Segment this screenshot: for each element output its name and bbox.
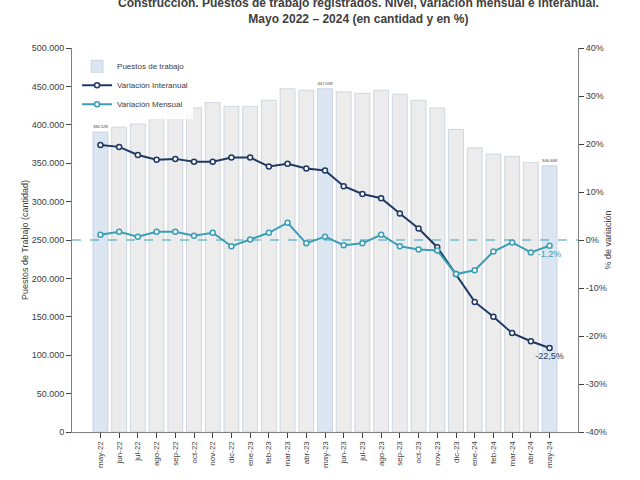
svg-text:jun-22: jun-22 (115, 441, 124, 465)
svg-text:Variación Interanual: Variación Interanual (117, 81, 188, 90)
svg-text:Construcción. Puestos de traba: Construcción. Puestos de trabajo registr… (118, 0, 599, 26)
svg-text:447.038: 447.038 (318, 81, 334, 86)
svg-text:30%: 30% (586, 91, 604, 101)
svg-text:-22,5%: -22,5% (535, 351, 564, 361)
svg-text:40%: 40% (586, 43, 604, 53)
svg-text:sep-22: sep-22 (171, 441, 180, 466)
svg-text:may-24: may-24 (545, 441, 554, 468)
svg-text:may-23: may-23 (321, 441, 330, 468)
svg-text:350.000: 350.000 (32, 158, 65, 168)
svg-text:mar-23: mar-23 (283, 441, 292, 467)
svg-text:-10%: -10% (586, 283, 607, 293)
svg-text:dic-23: dic-23 (452, 441, 461, 463)
svg-text:may-22: may-22 (96, 441, 105, 468)
svg-text:-20%: -20% (586, 331, 607, 341)
svg-text:% de variación: % de variación (603, 210, 613, 269)
svg-text:ene-24: ene-24 (470, 441, 479, 466)
svg-text:Variación Mensual: Variación Mensual (117, 100, 182, 109)
svg-text:feb-23: feb-23 (264, 441, 273, 464)
svg-text:0%: 0% (586, 235, 599, 245)
svg-text:abr-24: abr-24 (526, 441, 535, 465)
svg-text:oct-23: oct-23 (414, 441, 423, 464)
svg-text:mar-24: mar-24 (508, 441, 517, 467)
svg-text:346.668: 346.668 (542, 158, 558, 163)
svg-text:450.000: 450.000 (32, 82, 65, 92)
svg-text:ago-22: ago-22 (152, 441, 161, 466)
svg-text:-1,2%: -1,2% (538, 249, 562, 259)
svg-text:50.000: 50.000 (37, 389, 65, 399)
svg-text:200.000: 200.000 (32, 274, 65, 284)
svg-text:10%: 10% (586, 187, 604, 197)
svg-text:Puestos de Trabajo (cantidad): Puestos de Trabajo (cantidad) (20, 180, 30, 300)
svg-text:20%: 20% (586, 139, 604, 149)
svg-text:100.000: 100.000 (32, 350, 65, 360)
svg-text:500.000: 500.000 (32, 43, 65, 53)
svg-text:nov-23: nov-23 (433, 441, 442, 466)
svg-text:400.000: 400.000 (32, 120, 65, 130)
svg-text:250.000: 250.000 (32, 235, 65, 245)
svg-text:150.000: 150.000 (32, 312, 65, 322)
svg-text:-30%: -30% (586, 379, 607, 389)
svg-text:oct-22: oct-22 (190, 441, 199, 464)
svg-text:390.528: 390.528 (93, 124, 109, 129)
svg-text:jun-23: jun-23 (339, 441, 348, 465)
svg-text:jul-22: jul-22 (133, 441, 142, 462)
svg-text:Puestos de trabajo: Puestos de trabajo (117, 62, 184, 71)
svg-text:abr-23: abr-23 (302, 441, 311, 465)
svg-text:ene-23: ene-23 (246, 441, 255, 466)
svg-text:jul-23: jul-23 (358, 441, 367, 462)
svg-text:ago-23: ago-23 (377, 441, 386, 466)
svg-text:nov-22: nov-22 (208, 441, 217, 466)
svg-text:300.000: 300.000 (32, 197, 65, 207)
svg-text:dic-22: dic-22 (227, 441, 236, 463)
svg-text:0: 0 (59, 427, 64, 437)
svg-text:feb-24: feb-24 (489, 441, 498, 464)
svg-text:-40%: -40% (586, 427, 607, 437)
svg-text:sep-23: sep-23 (395, 441, 404, 466)
